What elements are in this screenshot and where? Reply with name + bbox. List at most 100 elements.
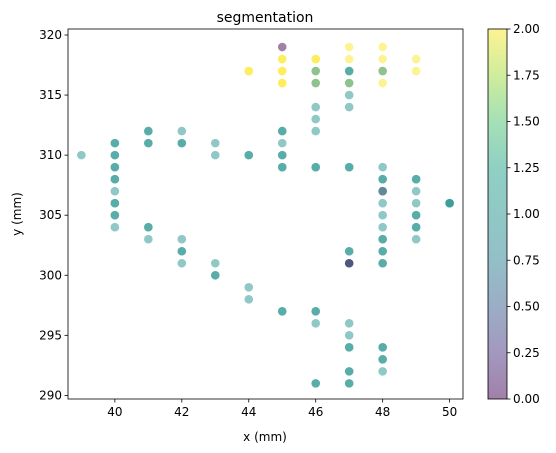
colorbar-tick-label: 1.25 — [513, 161, 540, 175]
scatter-point — [178, 127, 187, 136]
scatter-point — [144, 223, 153, 232]
scatter-point — [378, 79, 387, 88]
scatter-point — [345, 163, 354, 172]
colorbar-tick-label: 0.75 — [513, 253, 540, 267]
y-tick-label: 295 — [39, 328, 62, 342]
x-tick-label: 40 — [107, 405, 122, 419]
colorbar-tick-label: 0.25 — [513, 346, 540, 360]
scatter-point — [345, 247, 354, 256]
scatter-point — [412, 187, 421, 196]
scatter-points — [77, 43, 454, 388]
scatter-point — [311, 307, 320, 316]
scatter-point — [111, 163, 120, 172]
scatter-point — [278, 43, 287, 52]
scatter-point — [278, 307, 287, 316]
scatter-point — [378, 187, 387, 196]
scatter-point — [211, 259, 220, 268]
plot-area-frame — [68, 29, 463, 399]
colorbar-tick-label: 0.00 — [513, 392, 540, 406]
scatter-point — [278, 163, 287, 172]
scatter-point — [311, 103, 320, 112]
scatter-point — [378, 67, 387, 76]
y-axis-ticks: 290 295 300 305 310 315 320 — [39, 28, 68, 402]
scatter-point — [412, 211, 421, 220]
y-tick-label: 320 — [39, 28, 62, 42]
scatter-point — [345, 103, 354, 112]
colorbar-tick-label: 1.50 — [513, 115, 540, 129]
scatter-point — [211, 139, 220, 148]
scatter-point — [378, 55, 387, 64]
scatter-point — [111, 199, 120, 208]
y-tick-label: 310 — [39, 148, 62, 162]
scatter-point — [278, 139, 287, 148]
colorbar-tick-label: 0.50 — [513, 300, 540, 314]
scatter-point — [345, 379, 354, 388]
scatter-point — [345, 55, 354, 64]
y-tick-label: 305 — [39, 208, 62, 222]
scatter-point — [144, 139, 153, 148]
scatter-point — [345, 367, 354, 376]
colorbar-ticks: 0.00 0.25 0.50 0.75 1.00 1.25 1.50 1.75 2.00 — [507, 22, 540, 406]
scatter-point — [111, 211, 120, 220]
colorbar-gradient — [488, 29, 507, 399]
y-tick-label: 300 — [39, 268, 62, 282]
scatter-point — [311, 115, 320, 124]
scatter-point — [111, 175, 120, 184]
scatter-point — [345, 259, 354, 268]
x-axis-label: x (mm) — [243, 430, 287, 444]
scatter-point — [77, 151, 86, 160]
scatter-point — [178, 235, 187, 244]
scatter-point — [412, 55, 421, 64]
scatter-point — [445, 199, 454, 208]
scatter-point — [345, 79, 354, 88]
scatter-point — [144, 235, 153, 244]
scatter-point — [311, 127, 320, 136]
scatter-point — [311, 379, 320, 388]
scatter-point — [178, 259, 187, 268]
scatter-point — [378, 247, 387, 256]
scatter-point — [412, 223, 421, 232]
x-tick-label: 44 — [241, 405, 256, 419]
scatter-point — [412, 67, 421, 76]
scatter-point — [111, 187, 120, 196]
y-axis-label: y (mm) — [10, 192, 24, 236]
scatter-point — [111, 151, 120, 160]
scatter-point — [278, 67, 287, 76]
scatter-point — [345, 343, 354, 352]
scatter-point — [244, 295, 253, 304]
scatter-point — [412, 199, 421, 208]
scatter-point — [144, 127, 153, 136]
scatter-point — [278, 79, 287, 88]
scatter-point — [378, 343, 387, 352]
scatter-point — [244, 67, 253, 76]
scatter-point — [378, 367, 387, 376]
scatter-point — [111, 223, 120, 232]
colorbar-tick-label: 1.00 — [513, 207, 540, 221]
scatter-point — [311, 79, 320, 88]
x-axis-ticks: 40 42 44 46 48 50 — [107, 399, 457, 419]
scatter-point — [378, 355, 387, 364]
colorbar: 0.00 0.25 0.50 0.75 1.00 1.25 1.50 1.75 2.00 — [488, 22, 540, 406]
scatter-point — [345, 91, 354, 100]
scatter-point — [211, 151, 220, 160]
scatter-point — [178, 247, 187, 256]
scatter-point — [311, 55, 320, 64]
scatter-point — [244, 151, 253, 160]
scatter-point — [345, 67, 354, 76]
colorbar-tick-label: 1.75 — [513, 68, 540, 82]
scatter-point — [378, 235, 387, 244]
scatter-point — [178, 139, 187, 148]
scatter-point — [345, 331, 354, 340]
scatter-point — [244, 283, 253, 292]
x-tick-label: 42 — [174, 405, 189, 419]
scatter-point — [412, 235, 421, 244]
scatter-point — [378, 259, 387, 268]
scatter-point — [278, 151, 287, 160]
scatter-point — [111, 139, 120, 148]
scatter-point — [311, 67, 320, 76]
scatter-point — [311, 319, 320, 328]
scatter-point — [378, 175, 387, 184]
scatter-point — [345, 319, 354, 328]
scatter-point — [311, 163, 320, 172]
